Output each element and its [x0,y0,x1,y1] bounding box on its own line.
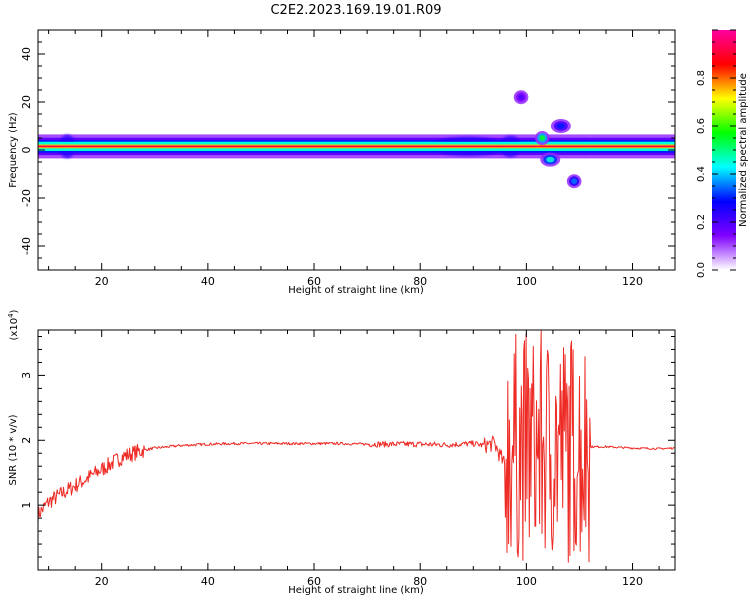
colorbar-tick-label: 0.2 [696,214,707,230]
y-tick-label: 20 [20,95,33,109]
y-tick-label: 3 [20,372,33,379]
x-tick-label: 100 [516,575,537,588]
colorbar-label: Normalized spectral amplitude [738,73,749,227]
x-tick-label: 60 [307,275,321,288]
y-tick-label: -20 [20,189,33,207]
snr-panel: 20 40 60 80 100 120 1 2 3 Height of straight li… [7,309,676,596]
snr-x-ticks: 20 40 60 80 100 120 [48,330,660,588]
figure-title: C2E2.2023.169.19.01.R09 [270,3,441,18]
x-tick-label: 40 [201,275,215,288]
spectrogram-y-ticks: -40 -20 0 20 40 [20,29,675,271]
spectrogram-y-label: Frequency (Hz) [8,112,19,188]
spectral-blob [518,94,524,100]
spectrogram-x-ticks: 20 40 60 80 100 120 [48,30,660,288]
snr-y-multiplier: (x104) [7,309,20,340]
band-core [590,145,675,148]
spectrogram-heatmap [38,90,675,189]
y-tick-label: 1 [20,502,33,509]
colorbar: 0.0 0.2 0.4 0.6 0.8 Normalized spectral ampl… [696,29,749,278]
spectral-blob [546,156,555,163]
snr-y-multiplier-base: (x10 [9,318,20,341]
colorbar-tick-label: 0.8 [696,70,707,86]
snr-frame [37,329,676,571]
spectrogram-x-label: Height of straight line (km) [288,285,424,296]
x-tick-label: 80 [413,575,427,588]
spectrogram-panel: 20 40 60 80 100 120 -40 -20 0 20 40 Height of str… [8,29,676,296]
x-tick-label: 120 [622,275,643,288]
spectral-blob [556,123,565,129]
x-tick-label: 40 [201,575,215,588]
snr-y-multiplier-exp: 4 [7,313,15,318]
colorbar-scale [712,30,736,270]
snr-x-label: Height of straight line (km) [288,585,424,596]
y-tick-label: 40 [20,47,33,61]
x-tick-label: 20 [95,575,109,588]
x-tick-label: 100 [516,275,537,288]
y-tick-label: -40 [20,237,33,255]
x-tick-label: 20 [95,275,109,288]
x-tick-label: 120 [622,575,643,588]
x-tick-label: 60 [307,575,321,588]
colorbar-ticks: 0.0 0.2 0.4 0.6 0.8 [696,29,736,278]
colorbar-tick-label: 0.0 [696,262,707,278]
band-core [38,145,591,148]
y-tick-label: 2 [20,437,33,444]
colorbar-tick-label: 0.6 [696,118,707,134]
spectral-blob [539,135,546,141]
snr-series-line [38,330,675,563]
snr-y-ticks: 1 2 3 [20,335,675,558]
y-tick-label: 0 [20,147,33,154]
x-tick-label: 80 [413,275,427,288]
spectral-blob [571,178,578,184]
snr-y-multiplier-close: ) [9,309,20,313]
snr-y-label: SNR (10 * v/v) [8,414,19,485]
colorbar-tick-label: 0.4 [696,166,707,182]
